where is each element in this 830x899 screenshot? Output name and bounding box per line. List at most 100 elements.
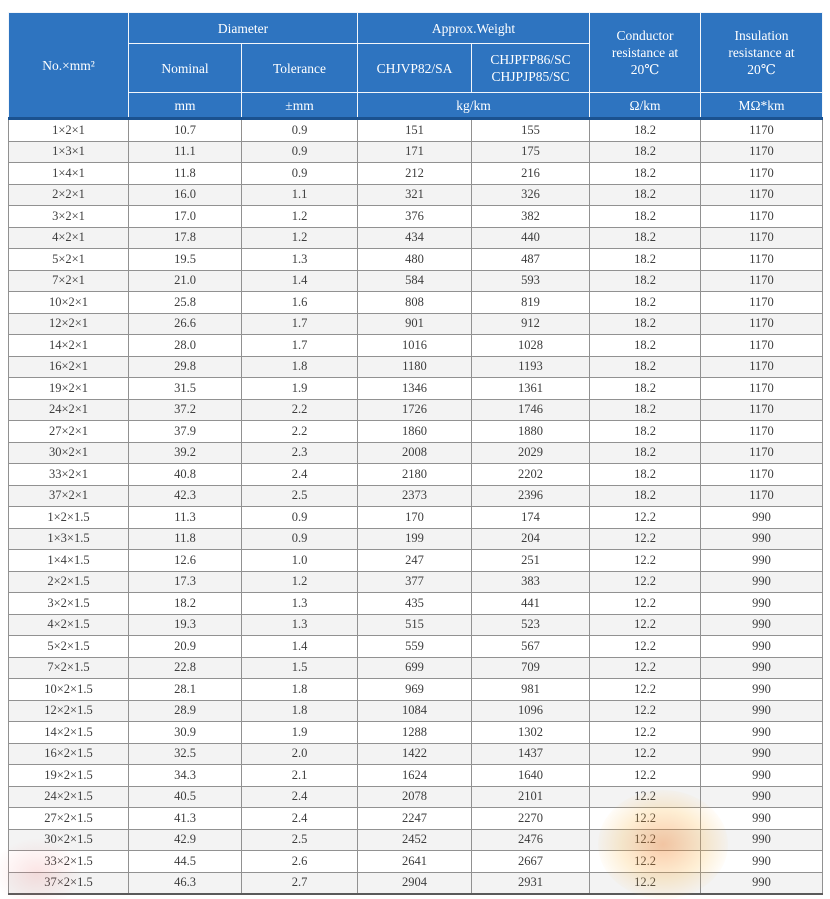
- header-conductor-resistance: Conductor resistance at 20℃: [589, 12, 702, 93]
- weight-chjpfp86-cell: 2476: [471, 828, 591, 851]
- insulation-resistance-cell: 990: [700, 656, 824, 679]
- table-row: 5×2×1 19.5 1.3 480 487 18.2 1170: [8, 248, 824, 271]
- insulation-resistance-cell: 1170: [700, 269, 824, 292]
- weight-chjpfp86-cell: 2101: [471, 785, 591, 808]
- tolerance-cell: 1.3: [240, 592, 359, 615]
- table-row: 3×2×1.5 18.2 1.3 435 441 12.2 990: [8, 592, 824, 615]
- nominal-diameter-cell: 22.8: [128, 656, 242, 679]
- weight-chjvp82-cell: 699: [357, 656, 473, 679]
- insulation-resistance-cell: 1170: [700, 420, 824, 443]
- weight-chjvp82-cell: 376: [357, 205, 473, 228]
- conductor-resistance-cell: 12.2: [589, 678, 702, 701]
- conductor-resistance-cell: 18.2: [589, 226, 702, 249]
- insulation-resistance-cell: 1170: [700, 312, 824, 335]
- weight-chjpfp86-cell: 1028: [471, 334, 591, 357]
- conductor-resistance-cell: 18.2: [589, 183, 702, 206]
- weight-chjvp82-cell: 434: [357, 226, 473, 249]
- weight-chjvp82-cell: 2078: [357, 785, 473, 808]
- table-row: 1×4×1 11.8 0.9 212 216 18.2 1170: [8, 162, 824, 185]
- nominal-diameter-cell: 44.5: [128, 850, 242, 873]
- conductor-resistance-cell: 18.2: [589, 420, 702, 443]
- tolerance-cell: 2.5: [240, 828, 359, 851]
- conductor-resistance-cell: 18.2: [589, 205, 702, 228]
- spec-cell: 16×2×1: [8, 355, 129, 378]
- weight-chjpfp86-cell: 981: [471, 678, 591, 701]
- spec-cell: 12×2×1.5: [8, 699, 129, 722]
- weight-chjvp82-cell: 1084: [357, 699, 473, 722]
- tolerance-cell: 0.9: [240, 118, 359, 142]
- insulation-resistance-cell: 990: [700, 764, 824, 787]
- spec-cell: 14×2×1.5: [8, 721, 129, 744]
- conductor-resistance-cell: 12.2: [589, 635, 702, 658]
- spec-cell: 7×2×1.5: [8, 656, 129, 679]
- insulation-resistance-cell: 1170: [700, 441, 824, 464]
- tolerance-cell: 1.4: [240, 269, 359, 292]
- spec-cell: 1×4×1: [8, 162, 129, 185]
- conductor-resistance-cell: 12.2: [589, 764, 702, 787]
- insulation-resistance-cell: 990: [700, 699, 824, 722]
- spec-cell: 2×2×1.5: [8, 570, 129, 593]
- tolerance-cell: 1.8: [240, 678, 359, 701]
- weight-chjpfp86-cell: 2396: [471, 484, 591, 507]
- conductor-resistance-cell: 18.2: [589, 162, 702, 185]
- unit-conductor-ohmkm: Ω/km: [589, 92, 702, 119]
- weight-chjpfp86-cell: 2667: [471, 850, 591, 873]
- nominal-diameter-cell: 17.0: [128, 205, 242, 228]
- weight-chjvp82-cell: 559: [357, 635, 473, 658]
- header-spec-column: No.×mm²: [8, 12, 129, 119]
- table-row: 10×2×1 25.8 1.6 808 819 18.2 1170: [8, 291, 824, 314]
- weight-chjvp82-cell: 2452: [357, 828, 473, 851]
- weight-chjvp82-cell: 170: [357, 506, 473, 529]
- header-tolerance: Tolerance: [240, 43, 359, 93]
- weight-chjpfp86-cell: 174: [471, 506, 591, 529]
- table-row: 2×2×1 16.0 1.1 321 326 18.2 1170: [8, 183, 824, 206]
- tolerance-cell: 2.1: [240, 764, 359, 787]
- unit-tolerance-mm: ±mm: [240, 92, 359, 119]
- header-model-chjpfp86-line1: CHJPFP86/SC: [490, 52, 571, 67]
- tolerance-cell: 1.3: [240, 248, 359, 271]
- weight-chjvp82-cell: 151: [357, 118, 473, 142]
- table-row: 1×3×1.5 11.8 0.9 199 204 12.2 990: [8, 527, 824, 550]
- table-body: 1×2×1 10.7 0.9 151 155 18.2 1170 1×3×1 1…: [8, 118, 824, 895]
- spec-cell: 19×2×1.5: [8, 764, 129, 787]
- weight-chjvp82-cell: 584: [357, 269, 473, 292]
- conductor-resistance-cell: 18.2: [589, 334, 702, 357]
- nominal-diameter-cell: 37.2: [128, 398, 242, 421]
- header-model-chjvp82: CHJVP82/SA: [357, 43, 473, 93]
- table-row: 33×2×1 40.8 2.4 2180 2202 18.2 1170: [8, 463, 824, 486]
- tolerance-cell: 1.7: [240, 334, 359, 357]
- weight-chjpfp86-cell: 912: [471, 312, 591, 335]
- insulation-resistance-cell: 1170: [700, 183, 824, 206]
- weight-chjvp82-cell: 2373: [357, 484, 473, 507]
- tolerance-cell: 1.7: [240, 312, 359, 335]
- table-row: 7×2×1 21.0 1.4 584 593 18.2 1170: [8, 269, 824, 292]
- spec-cell: 30×2×1.5: [8, 828, 129, 851]
- weight-chjpfp86-cell: 1096: [471, 699, 591, 722]
- table-row: 14×2×1 28.0 1.7 1016 1028 18.2 1170: [8, 334, 824, 357]
- table-row: 14×2×1.5 30.9 1.9 1288 1302 12.2 990: [8, 721, 824, 744]
- conductor-resistance-cell: 18.2: [589, 398, 702, 421]
- weight-chjvp82-cell: 2247: [357, 807, 473, 830]
- table-row: 37×2×1.5 46.3 2.7 2904 2931 12.2 990: [8, 871, 824, 895]
- weight-chjvp82-cell: 1288: [357, 721, 473, 744]
- conductor-resistance-cell: 12.2: [589, 850, 702, 873]
- nominal-diameter-cell: 39.2: [128, 441, 242, 464]
- insulation-resistance-cell: 1170: [700, 377, 824, 400]
- table-row: 10×2×1.5 28.1 1.8 969 981 12.2 990: [8, 678, 824, 701]
- nominal-diameter-cell: 37.9: [128, 420, 242, 443]
- insulation-resistance-cell: 990: [700, 570, 824, 593]
- spec-cell: 5×2×1: [8, 248, 129, 271]
- conductor-resistance-cell: 18.2: [589, 484, 702, 507]
- insulation-resistance-cell: 990: [700, 613, 824, 636]
- tolerance-cell: 0.9: [240, 506, 359, 529]
- table-row: 27×2×1 37.9 2.2 1860 1880 18.2 1170: [8, 420, 824, 443]
- spec-cell: 4×2×1: [8, 226, 129, 249]
- weight-chjvp82-cell: 2904: [357, 871, 473, 895]
- conductor-resistance-cell: 18.2: [589, 118, 702, 142]
- conductor-resistance-cell: 12.2: [589, 699, 702, 722]
- weight-chjvp82-cell: 808: [357, 291, 473, 314]
- tolerance-cell: 2.4: [240, 463, 359, 486]
- insulation-resistance-cell: 990: [700, 592, 824, 615]
- table-row: 5×2×1.5 20.9 1.4 559 567 12.2 990: [8, 635, 824, 658]
- spec-cell: 37×2×1: [8, 484, 129, 507]
